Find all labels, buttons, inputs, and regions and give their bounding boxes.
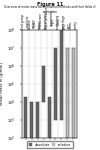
Bar [24, 97, 27, 138]
Bar [72, 48, 75, 138]
Bar [30, 102, 33, 138]
Bar [42, 66, 45, 102]
Bar [36, 102, 39, 138]
Bar [66, 48, 69, 138]
Text: Figure 11: Figure 11 [37, 2, 63, 7]
Bar [48, 97, 51, 138]
Bar [60, 30, 63, 120]
Text: Overview of molar mass determination methods and their fields of application: Overview of molar mass determination met… [4, 5, 96, 14]
Y-axis label: Molar mass M [g/mol]: Molar mass M [g/mol] [0, 63, 4, 105]
Legend: absolute, relative: absolute, relative [27, 141, 73, 148]
Bar [54, 48, 57, 120]
